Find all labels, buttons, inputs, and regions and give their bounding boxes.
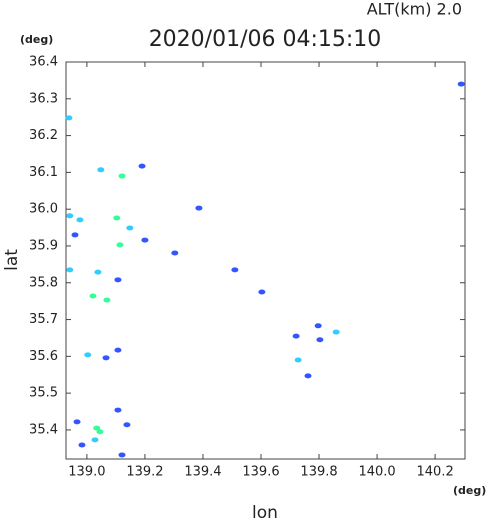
x-tick-label: 140.0 [358,465,395,480]
x-tick-label: 140.2 [417,465,454,480]
echo [231,267,239,273]
x-tick-label: 139.6 [242,465,279,480]
y-tick-label: 36.4 [29,55,58,70]
echo [332,329,340,335]
echo [118,452,126,458]
echo [126,225,134,231]
echo [116,242,124,248]
x-unit: (deg) [453,484,486,497]
y-tick-label: 35.9 [29,238,58,253]
x-tick-label: 139.8 [300,465,337,480]
echo [102,355,110,361]
echo [138,163,146,169]
echo [66,213,74,219]
y-tick-label: 35.5 [29,386,58,401]
y-tick-label: 35.7 [29,312,58,327]
echo [316,337,324,343]
echo [103,297,111,303]
echo [71,232,79,238]
echo [78,442,86,448]
y-tick-label: 36.3 [29,91,58,106]
echo [314,323,322,329]
echo [195,205,203,211]
altitude: ALT(km) 2.0 [367,0,462,19]
echo [114,347,122,353]
x-axis-label: lon [252,503,278,521]
echo [97,167,105,173]
echo [118,173,126,179]
x-tick-label: 139.4 [184,465,221,480]
echo [84,352,92,358]
y-axis-label: lat [2,249,22,271]
y-tick-label: 35.4 [29,422,58,437]
echo [89,293,97,299]
y-tick-label: 35.8 [29,275,58,290]
y-tick-label: 35.6 [29,349,58,364]
echo [73,419,81,425]
echo [76,217,84,223]
echo [292,333,300,339]
echo [114,277,122,283]
echo [94,269,102,275]
x-tick-label: 139.0 [68,465,105,480]
echo [113,215,121,221]
echo [457,81,465,87]
y-tick-label: 36.1 [29,165,58,180]
echo [123,422,131,428]
echo [304,373,312,379]
echo [294,357,302,363]
echo [114,407,122,413]
echo [66,267,74,273]
echo [171,250,179,256]
y-unit: (deg) [20,33,53,46]
echo [93,425,101,431]
echo [258,289,266,295]
x-tick-label: 139.2 [126,465,163,480]
echo [96,429,104,435]
echo [91,437,99,443]
echo [65,115,73,121]
y-tick-label: 36.0 [29,202,58,217]
echo [141,237,149,243]
y-tick-label: 36.2 [29,128,58,143]
plot-frame [65,61,466,460]
chart-title: 2020/01/06 04:15:10 [149,27,382,52]
